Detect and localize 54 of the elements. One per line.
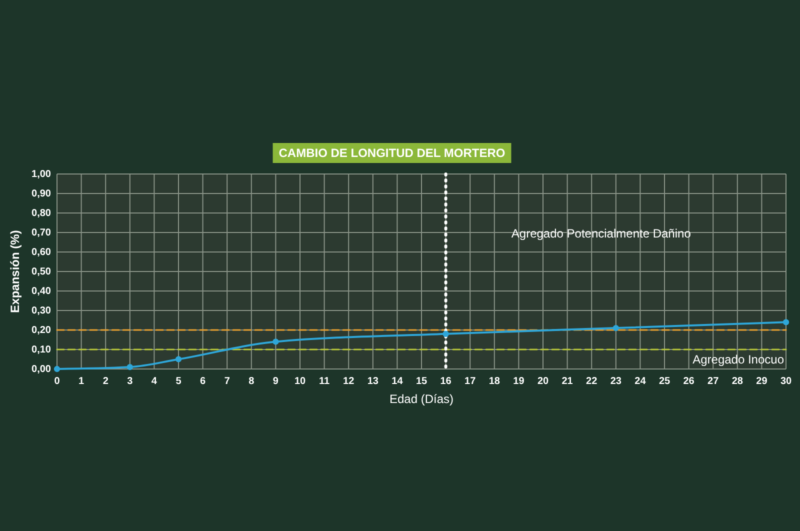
- x-tick-label: 0: [54, 376, 60, 388]
- x-tick-label: 25: [658, 376, 670, 388]
- point: [126, 364, 133, 370]
- x-tick-label: 30: [780, 376, 792, 388]
- x-axis-title: Edad (Días): [389, 392, 454, 406]
- point: [54, 366, 60, 372]
- x-tick-label: 12: [343, 376, 355, 388]
- x-tick-label: 8: [248, 376, 255, 388]
- x-tick-label: 14: [392, 376, 404, 388]
- y-tick-label: 0,40: [32, 286, 52, 298]
- point: [782, 319, 790, 326]
- y-tick-label: 0,70: [32, 228, 52, 239]
- y-tick-label: 0,50: [32, 266, 52, 278]
- x-tick-label: 22: [586, 376, 598, 388]
- x-tick-label: 9: [272, 376, 279, 388]
- x-tick-label: 10: [294, 376, 306, 388]
- y-tick-label: 0,30: [32, 306, 52, 317]
- x-tick-label: 26: [683, 376, 695, 388]
- y-tick-label: 0,90: [32, 188, 52, 200]
- x-tick-label: 29: [756, 376, 768, 388]
- point: [175, 356, 182, 362]
- y-tick-label: 0,00: [32, 364, 52, 376]
- x-tick-label: 24: [634, 376, 646, 388]
- x-tick-label: 6: [200, 376, 206, 388]
- annotation: Agregado Inocuo: [692, 352, 784, 366]
- x-tick-label: 18: [488, 376, 500, 388]
- point: [272, 338, 279, 345]
- x-tick-label: 11: [319, 376, 330, 388]
- annotation: Agregado Potencialmente Dañino: [511, 226, 692, 240]
- y-axis-title: Expansión (%): [8, 230, 22, 313]
- x-tick-label: 2: [102, 376, 109, 388]
- y-tick-label: 0,80: [32, 208, 52, 220]
- point: [442, 330, 449, 337]
- y-tick-label: 0,10: [32, 344, 52, 356]
- x-tick-label: 17: [464, 376, 476, 388]
- x-tick-label: 15: [416, 376, 428, 388]
- x-tick-label: 21: [562, 376, 574, 388]
- x-tick-label: 16: [440, 376, 452, 388]
- x-tick-label: 28: [732, 376, 744, 388]
- x-tick-label: 7: [224, 376, 230, 388]
- point: [612, 324, 619, 332]
- y-tick-label: 0,60: [32, 247, 52, 258]
- y-tick-label: 1,00: [32, 169, 52, 180]
- x-tick-label: 27: [708, 376, 720, 388]
- x-tick-label: 20: [537, 376, 549, 388]
- x-tick-label: 19: [513, 376, 525, 388]
- chart-title: CAMBIO DE LONGITUD DEL MORTERO: [278, 146, 506, 160]
- x-tick-label: 5: [176, 376, 182, 388]
- x-tick-label: 13: [367, 376, 379, 388]
- x-tick-label: 4: [151, 376, 158, 388]
- x-tick-label: 3: [127, 376, 134, 388]
- x-tick-label: 1: [78, 376, 85, 388]
- y-tick-label: 0,20: [32, 325, 52, 336]
- x-tick-label: 23: [610, 376, 622, 388]
